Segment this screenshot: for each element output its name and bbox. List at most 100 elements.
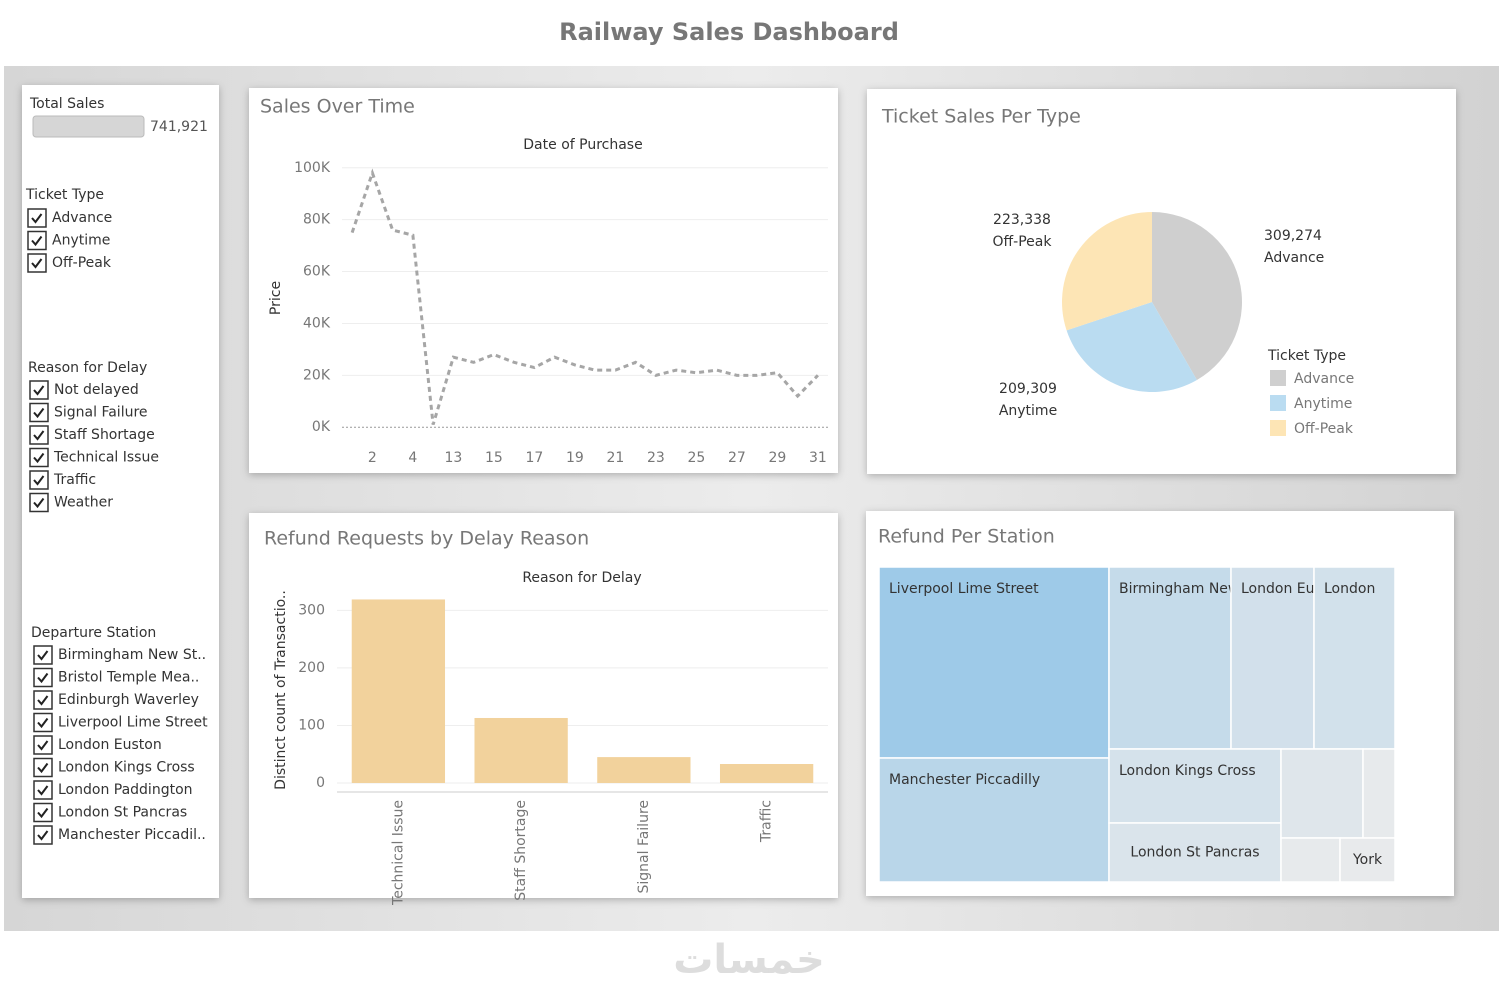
bar [719,764,814,783]
filter-item[interactable]: Staff Shortage [54,427,155,443]
y-tick-label: 100K [294,160,331,176]
x-tick-label: 23 [647,450,665,466]
filter-item[interactable]: Off-Peak [52,255,112,271]
filter-item[interactable]: Bristol Temple Mea.. [58,670,199,686]
checkmark[interactable] [37,807,49,819]
y-tick-label: 200 [298,660,325,676]
filter-item[interactable]: London St Pancras [58,805,187,821]
legend-swatch[interactable] [1270,395,1286,411]
checkbox[interactable] [33,780,53,800]
y-tick-label: 0K [312,419,331,435]
checkmark[interactable] [37,762,49,774]
checkbox[interactable] [27,253,47,273]
legend-swatch[interactable] [1270,420,1286,436]
checkmark[interactable] [33,497,45,509]
checkmark[interactable] [33,452,45,464]
checkmark[interactable] [37,830,49,841]
checkbox[interactable] [29,447,49,468]
checkbox[interactable] [33,825,53,845]
checkmark[interactable] [37,650,49,661]
legend-swatch[interactable] [1270,370,1286,386]
treemap-cell[interactable] [878,566,1110,759]
filter-item[interactable]: Liverpool Lime Street [58,715,208,731]
checkbox[interactable] [33,735,53,755]
axis-title: Date of Purchase [523,137,642,153]
checkmark[interactable] [33,430,45,441]
filter-item[interactable]: Edinburgh Waverley [58,692,199,708]
checkbox[interactable] [33,667,53,688]
filter-item[interactable]: Advance [52,210,112,226]
checkbox[interactable] [29,492,49,513]
checkbox[interactable] [29,425,49,445]
y-tick-label: 20K [303,367,331,383]
treemap-cell[interactable] [1280,748,1364,839]
cell-label: Manchester Piccadilly [889,772,1040,788]
checkbox[interactable] [29,402,49,423]
checkmark[interactable] [33,407,45,419]
checkmark[interactable] [31,235,43,247]
checkbox[interactable] [33,645,53,665]
filter-item[interactable]: London Paddington [58,782,193,798]
checkbox[interactable] [33,757,53,778]
filter-item[interactable]: London Euston [58,737,162,753]
card [249,513,838,898]
treemap-cell[interactable] [1280,837,1341,883]
x-tick-label: 31 [809,450,827,466]
x-tick-label: Technical Issue [390,800,406,906]
bar [597,757,691,783]
filter-item[interactable]: Not delayed [54,382,139,398]
axis-title: Reason for Delay [522,570,641,586]
checkbox[interactable] [29,380,49,400]
chart-title: Ticket Sales Per Type [881,106,1081,128]
filter-item[interactable]: Birmingham New St.. [58,647,206,663]
treemap-cell[interactable] [1108,822,1282,883]
slice-label: Anytime [999,403,1057,419]
checkbox[interactable] [29,470,49,490]
checkmark[interactable] [37,695,49,706]
checkbox[interactable] [27,230,47,251]
bar [351,599,446,783]
treemap-cell[interactable] [1362,748,1396,839]
checkmark[interactable] [37,717,49,729]
checkbox[interactable] [33,690,53,710]
axis-title: Distinct count of Transactio.. [273,590,289,790]
legend-label[interactable]: Advance [1294,371,1354,387]
x-tick-label: 15 [485,450,503,466]
checkmark[interactable] [31,258,43,269]
checkmark[interactable] [33,385,45,396]
treemap-cell[interactable] [1313,566,1396,750]
treemap-cell[interactable] [878,757,1110,883]
filter-item[interactable]: Weather [54,495,113,511]
checkmark[interactable] [37,785,49,796]
filter-item[interactable]: Signal Failure [54,405,148,421]
x-tick-label: Signal Failure [636,800,652,894]
card [249,88,838,473]
legend-label[interactable]: Off-Peak [1294,421,1354,437]
x-tick-label: 27 [728,450,746,466]
y-tick-label: 300 [298,602,325,618]
treemap-cell[interactable] [1108,748,1282,824]
checkmark[interactable] [33,475,45,486]
filter-item[interactable]: Manchester Piccadil.. [58,827,206,843]
x-tick-label: 2 [368,450,377,466]
legend-label[interactable]: Anytime [1294,396,1352,412]
checkmark[interactable] [37,740,49,751]
treemap-cell[interactable] [1108,566,1232,750]
y-tick-label: 0 [316,775,325,791]
x-tick-label: 21 [606,450,624,466]
data-label: 223,338 [993,212,1051,228]
filter-item[interactable]: Anytime [52,233,110,249]
dashboard-title: Railway Sales Dashboard [559,18,899,46]
filter-item[interactable]: London Kings Cross [58,760,195,776]
checkbox[interactable] [27,208,47,228]
cell-label: London St Pancras [1130,845,1259,861]
checkbox[interactable] [33,712,53,733]
x-tick-label: Staff Shortage [513,800,529,901]
checkbox[interactable] [33,802,53,823]
checkmark[interactable] [31,213,43,224]
filter-item[interactable]: Traffic [53,472,96,488]
checkmark[interactable] [37,672,49,684]
treemap-cell[interactable] [1339,837,1396,883]
filter-item[interactable]: Technical Issue [53,450,159,466]
